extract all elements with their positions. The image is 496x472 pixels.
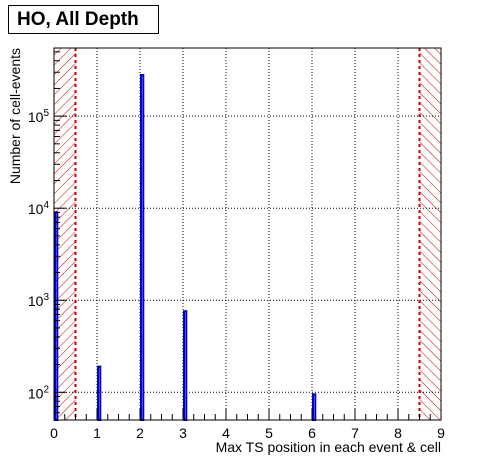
grid-lines: [54, 48, 441, 420]
y-tick-label: 102: [28, 384, 50, 401]
cut-lines: [74, 48, 421, 420]
excluded-region: [54, 48, 76, 420]
y-tick-label: 105: [28, 108, 50, 125]
histogram-bar: [140, 73, 145, 422]
axis-ticks: [53, 51, 442, 421]
x-tick-label: 9: [437, 425, 445, 441]
x-tick-label: 3: [179, 425, 187, 441]
excluded-region: [419, 48, 441, 420]
x-tick-label: 8: [394, 425, 402, 441]
chart-title: HO, All Depth: [17, 9, 139, 30]
y-tick-labels: 102 103 104 105: [28, 108, 50, 401]
y-axis-title: Number of cell-events: [7, 48, 23, 184]
histogram-bar: [97, 365, 102, 422]
excluded-regions: [54, 48, 441, 420]
y-tick-label: 104: [28, 200, 50, 217]
x-tick-labels: 0 1 2 3 4 5 6 7 8 9: [50, 425, 445, 441]
y-tick-label: 103: [28, 292, 50, 309]
x-tick-label: 4: [222, 425, 230, 441]
histogram-bar: [183, 310, 188, 422]
histogram-bar: [312, 393, 317, 421]
x-tick-label: 2: [136, 425, 144, 441]
x-tick-label: 0: [50, 425, 58, 441]
x-tick-label: 7: [351, 425, 359, 441]
histogram-bars: [54, 73, 317, 422]
x-tick-label: 1: [93, 425, 101, 441]
chart-title-box: HO, All Depth: [8, 5, 159, 34]
x-tick-label: 5: [265, 425, 273, 441]
x-axis-title: Max TS position in each event & cell: [216, 439, 441, 455]
plot-frame: [53, 47, 442, 421]
x-tick-label: 6: [308, 425, 316, 441]
